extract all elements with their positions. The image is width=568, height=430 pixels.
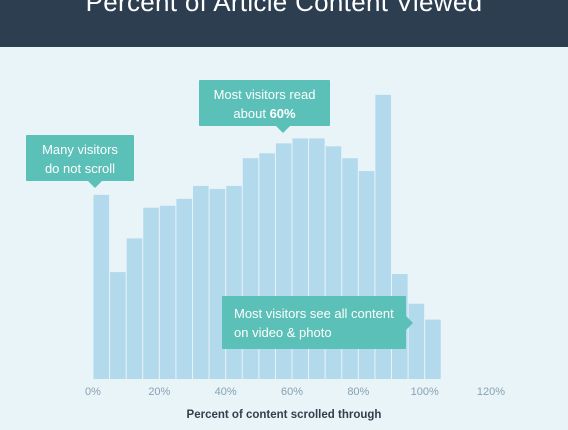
callout-no-scroll-pointer [88,181,102,188]
x-tick-label: 20% [148,386,170,398]
x-tick-label: 0% [85,386,101,398]
x-tick-label: 120% [477,386,505,398]
callout-no-scroll: Many visitors do not scroll [26,135,134,181]
histogram-bar [110,272,126,379]
callout-read-60: Most visitors read about 60% [199,80,330,126]
callout-read-60-pointer [276,126,290,133]
callout-no-scroll-text: Many visitors do not scroll [42,142,118,176]
histogram-bar [193,185,209,379]
histogram-bar [93,194,110,379]
histogram-bar [159,205,176,379]
histogram-bar [176,198,192,379]
callout-see-all: Most visitors see all content on video &… [222,296,406,349]
callout-read-60-value: 60% [269,106,296,121]
callout-read-60-text: Most visitors read about [213,87,316,121]
x-tick-label: 40% [215,386,237,398]
histogram-bar [226,185,242,379]
x-tick-label: 100% [411,386,439,398]
histogram-bar [209,188,226,379]
callout-see-all-pointer [406,316,413,330]
x-axis-label: Percent of content scrolled through [186,409,382,421]
histogram-bar [425,319,441,379]
histogram-bar [143,207,159,379]
histogram-bar [126,238,143,379]
header-bar: Percent of Article Content Viewed [0,0,568,47]
x-tick-label: 60% [281,386,303,398]
callout-see-all-text: Most visitors see all content on video &… [234,306,394,340]
chart-title: Percent of Article Content Viewed [85,0,483,17]
x-tick-label: 80% [347,386,369,398]
